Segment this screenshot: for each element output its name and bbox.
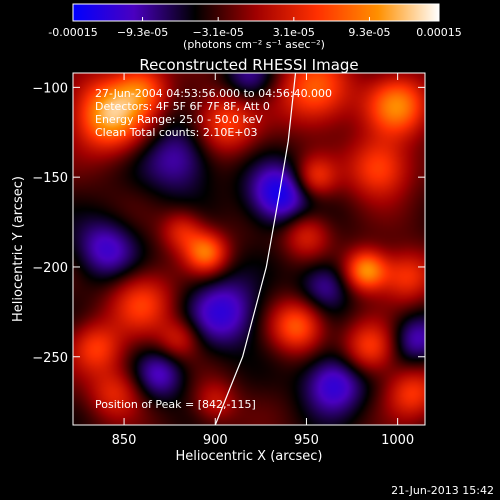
y-tick-label: −150 xyxy=(32,171,68,186)
annotation-line: Detectors: 4F 5F 6F 7F 8F, Att 0 xyxy=(95,100,270,113)
colorbar-tick-label: 3.1e-05 xyxy=(273,26,315,39)
heatmap-image xyxy=(73,73,425,425)
y-axis-label: Heliocentric Y (arcsec) xyxy=(11,176,26,322)
y-tick-label: −200 xyxy=(32,261,68,276)
x-axis-label: Heliocentric X (arcsec) xyxy=(176,449,323,464)
x-tick-label: 900 xyxy=(203,433,228,448)
colorbar-ticks: -0.00015 −9.3e-05 −3.1e-05 3.1e-05 9.3e-05 0.… xyxy=(48,17,462,39)
x-tick-label: 950 xyxy=(294,433,319,448)
colorbar-tick-label: -0.00015 xyxy=(48,26,97,39)
colorbar-units: (photons cm⁻² s⁻¹ asec⁻²) xyxy=(183,38,325,51)
y-tick-label: −100 xyxy=(32,81,68,96)
colorbar-tick-label: −9.3e-05 xyxy=(117,26,168,39)
annotation-line: Clean Total counts: 2.10E+03 xyxy=(95,126,258,139)
annotation-line: 27-Jun-2004 04:53:56.000 to 04:56:40.000 xyxy=(95,87,332,100)
y-tick-label: −250 xyxy=(32,351,68,366)
peak-position-label: Position of Peak = [842,-115] xyxy=(95,398,256,411)
plot-frame xyxy=(72,72,426,426)
x-tick-label: 850 xyxy=(112,433,137,448)
x-tick-label: 1000 xyxy=(381,433,414,448)
annotation-line: Energy Range: 25.0 - 50.0 keV xyxy=(95,113,263,126)
footer-date: 21-Jun-2013 15:42 xyxy=(391,484,494,497)
image-area xyxy=(73,73,425,425)
colorbar-tick-label: 9.3e-05 xyxy=(348,26,390,39)
chart-title: Reconstructed RHESSI Image xyxy=(139,56,358,74)
x-axis-ticks: 850 900 950 1000 xyxy=(112,73,414,448)
colorbar-tick-label: 0.00015 xyxy=(416,26,462,39)
solar-limb-curve xyxy=(214,73,297,425)
colorbar-tick-label: −3.1e-05 xyxy=(192,26,243,39)
colorbar xyxy=(73,4,439,21)
y-axis-ticks: −100 −150 −200 −250 xyxy=(32,81,425,366)
observation-annotations: 27-Jun-2004 04:53:56.000 to 04:56:40.000… xyxy=(95,87,332,139)
